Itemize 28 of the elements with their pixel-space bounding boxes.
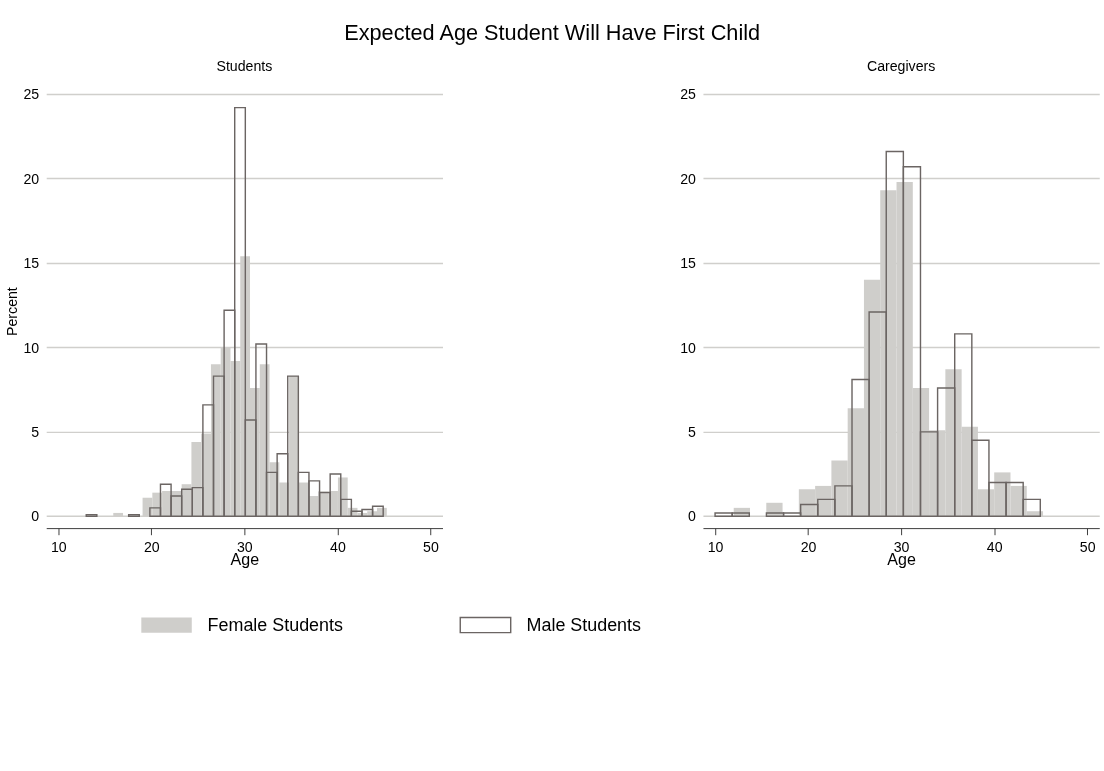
legend-label: Male Students: [526, 614, 642, 635]
y-tick-label: 25: [23, 86, 40, 103]
x-tick-label: 40: [986, 539, 1003, 556]
bar: [85, 513, 98, 518]
y-tick-label: 10: [23, 339, 40, 356]
x-tick-label: 50: [1079, 539, 1096, 556]
y-tick-label: 15: [23, 255, 40, 272]
y-tick-label: 15: [680, 255, 697, 272]
x-tick-label: 50: [423, 539, 439, 556]
y-tick-label: 0: [31, 508, 40, 525]
x-tick-label: 40: [330, 539, 346, 556]
y-tick-label: 0: [688, 508, 697, 525]
chart-subtitle: Students: [216, 58, 273, 75]
x-tick-label: 20: [800, 539, 817, 556]
legend-label: Female Students: [207, 614, 343, 635]
y-tick-label: 20: [23, 170, 40, 187]
y-axis-title: Percent: [3, 287, 20, 336]
chart-subtitle: Caregivers: [866, 58, 936, 75]
y-tick-label: 10: [680, 339, 697, 356]
y-tick-label: 5: [688, 424, 697, 441]
x-tick-label: 10: [707, 539, 724, 556]
x-tick-label: 10: [50, 539, 67, 556]
bar: [127, 513, 140, 518]
x-tick-label: 20: [143, 539, 160, 556]
text: Expected Age Student Will Have First Child: [344, 20, 761, 46]
y-tick-label: 20: [680, 170, 697, 187]
y-tick-label: 5: [31, 424, 40, 441]
y-tick-label: 25: [680, 86, 697, 103]
